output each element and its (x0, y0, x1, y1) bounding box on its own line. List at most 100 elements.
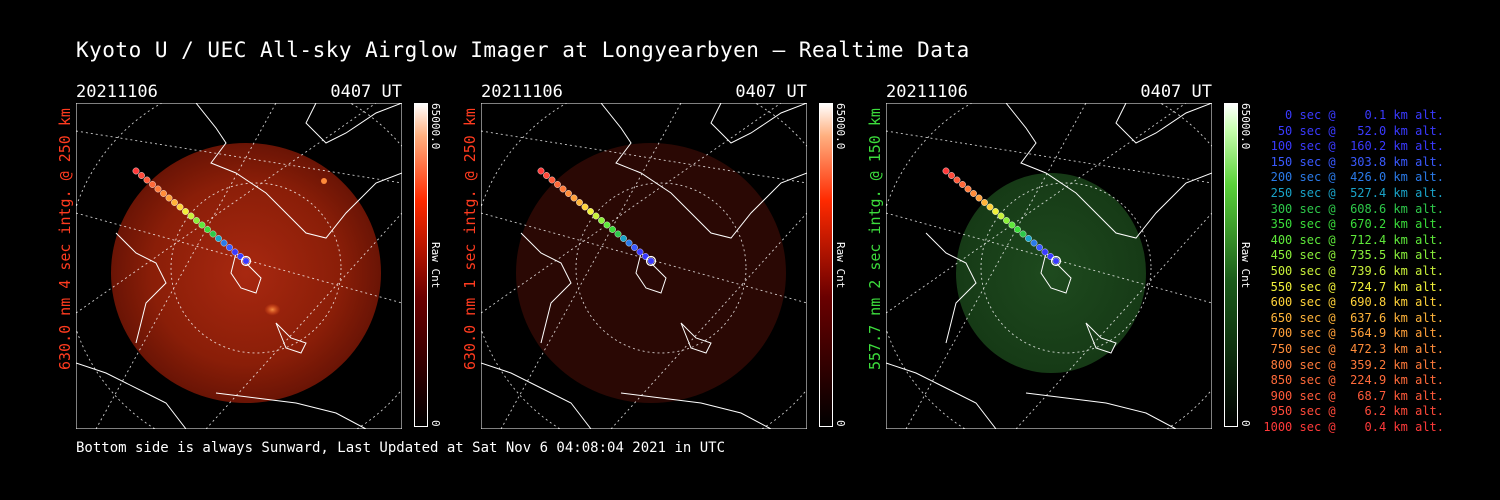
track-marker (198, 221, 206, 229)
track-marker (187, 212, 195, 220)
track-marker (992, 208, 999, 215)
trajectory-track (537, 167, 657, 267)
panel-2-time: 0407 UT (735, 82, 807, 102)
track-marker (614, 230, 622, 238)
legend-item: 300 sec @ 608.6 km alt. (1263, 201, 1444, 216)
track-marker (559, 185, 567, 193)
track-marker (1036, 244, 1043, 251)
track-marker (548, 176, 556, 184)
track-marker (554, 181, 561, 188)
panel-2-ylabel: 630.0 nm 1 sec intg. @ 250 km (461, 108, 479, 370)
track-marker (964, 185, 972, 193)
panel-3-date: 20211106 (886, 82, 968, 102)
legend-item: 100 sec @ 160.2 km alt. (1263, 139, 1444, 154)
legend-item: 850 sec @ 224.9 km alt. (1263, 373, 1444, 388)
panel-3-ylabel: 557.7 nm 2 sec intg. @ 150 km (866, 108, 884, 370)
track-marker (231, 248, 239, 256)
legend-item: 950 sec @ 6.2 km alt. (1263, 404, 1444, 419)
legend-item: 150 sec @ 303.8 km alt. (1263, 154, 1444, 169)
legend-item: 1000 sec @ 0.4 km alt. (1263, 419, 1444, 434)
panel-3-cbar-max: 65000.0 (1239, 103, 1252, 150)
track-marker (1030, 239, 1038, 247)
legend-item: 550 sec @ 724.7 km alt. (1263, 279, 1444, 294)
track-marker (570, 194, 578, 202)
track-marker (576, 199, 583, 206)
legend-item: 400 sec @ 712.4 km alt. (1263, 232, 1444, 247)
track-marker (986, 203, 994, 211)
track-marker (143, 176, 151, 184)
track-marker (1041, 248, 1049, 256)
panel-1-cbar-max: 65000.0 (429, 103, 442, 150)
track-marker (193, 217, 200, 224)
page-title: Kyoto U / UEC All-sky Airglow Imager at … (76, 38, 970, 62)
track-marker (592, 212, 600, 220)
track-marker (948, 172, 955, 179)
track-marker (1019, 230, 1027, 238)
track-marker (209, 230, 217, 238)
track-marker (160, 190, 167, 197)
track-marker (581, 203, 589, 211)
legend-item: 600 sec @ 690.8 km alt. (1263, 295, 1444, 310)
track-marker (975, 194, 983, 202)
panel-1-time: 0407 UT (330, 82, 402, 102)
track-marker (625, 239, 633, 247)
track-marker (226, 244, 233, 251)
track-marker (620, 235, 627, 242)
footer-note: Bottom side is always Sunward, Last Upda… (76, 440, 726, 456)
track-marker (154, 185, 162, 193)
trajectory-track (942, 167, 1062, 267)
track-marker (149, 181, 156, 188)
track-marker (631, 244, 638, 251)
panel-2-date: 20211106 (481, 82, 563, 102)
panel-1-cbar-min: 0 (429, 420, 442, 427)
track-marker (1008, 221, 1016, 229)
track-marker (138, 172, 145, 179)
track-marker (171, 199, 178, 206)
panel-1-cbar-unit: Raw Cnt (429, 242, 442, 289)
legend-item: 50 sec @ 52.0 km alt. (1263, 123, 1444, 138)
legend-item: 700 sec @ 564.9 km alt. (1263, 326, 1444, 341)
track-marker (242, 257, 250, 265)
legend-item: 350 sec @ 670.2 km alt. (1263, 217, 1444, 232)
track-marker (636, 248, 644, 256)
panel-1-image (76, 103, 402, 429)
legend-item: 0 sec @ 0.1 km alt. (1263, 108, 1444, 122)
legend-item: 900 sec @ 68.7 km alt. (1263, 388, 1444, 403)
panel-3-cbar-unit: Raw Cnt (1239, 242, 1252, 289)
track-marker (609, 226, 616, 233)
track-end-marker (1050, 255, 1062, 267)
trajectory-track (132, 167, 252, 267)
track-marker (220, 239, 228, 247)
track-marker (132, 167, 140, 175)
panel-1-date: 20211106 (76, 82, 158, 102)
track-end-marker (645, 255, 657, 267)
legend-item: 650 sec @ 637.6 km alt. (1263, 310, 1444, 325)
track-marker (165, 194, 173, 202)
altitude-legend: 0 sec @ 0.1 km alt. 50 sec @ 52.0 km alt… (1263, 108, 1444, 435)
legend-item: 250 sec @ 527.4 km alt. (1263, 185, 1444, 200)
panel-3-cbar-min: 0 (1239, 420, 1252, 427)
panel-2-cbar-min: 0 (834, 420, 847, 427)
panel-3-colorbar (1224, 103, 1238, 427)
track-marker (997, 212, 1005, 220)
track-marker (204, 226, 211, 233)
track-marker (537, 167, 545, 175)
track-marker (647, 257, 655, 265)
panel-2-colorbar (819, 103, 833, 427)
panel-2-cbar-unit: Raw Cnt (834, 242, 847, 289)
track-marker (942, 167, 950, 175)
track-marker (981, 199, 988, 206)
legend-item: 800 sec @ 359.2 km alt. (1263, 357, 1444, 372)
track-marker (182, 208, 189, 215)
track-end-marker (240, 255, 252, 267)
track-marker (543, 172, 550, 179)
track-marker (1014, 226, 1021, 233)
legend-item: 750 sec @ 472.3 km alt. (1263, 341, 1444, 356)
track-marker (176, 203, 184, 211)
track-marker (587, 208, 594, 215)
legend-item: 200 sec @ 426.0 km alt. (1263, 170, 1444, 185)
track-marker (959, 181, 966, 188)
track-marker (565, 190, 572, 197)
legend-item: 450 sec @ 735.5 km alt. (1263, 248, 1444, 263)
panel-1-ylabel: 630.0 nm 4 sec intg. @ 250 km (56, 108, 74, 370)
